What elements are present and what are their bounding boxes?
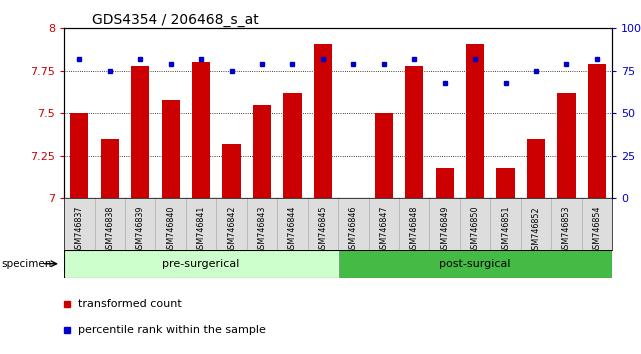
Text: GSM746837: GSM746837: [75, 206, 84, 255]
Bar: [466, 44, 484, 198]
Text: GSM746850: GSM746850: [470, 206, 479, 255]
Text: pre-surgerical: pre-surgerical: [162, 259, 240, 269]
Bar: [101, 139, 119, 198]
Bar: [64, 250, 338, 278]
Bar: [192, 62, 210, 198]
Text: GSM746847: GSM746847: [379, 206, 388, 255]
Text: GSM746840: GSM746840: [166, 206, 175, 254]
Text: GSM746851: GSM746851: [501, 206, 510, 255]
Bar: [222, 144, 240, 198]
Bar: [496, 168, 515, 198]
Text: post-surgical: post-surgical: [439, 259, 511, 269]
Text: GSM746848: GSM746848: [410, 206, 419, 254]
Text: GSM746849: GSM746849: [440, 206, 449, 255]
Bar: [374, 113, 393, 198]
Text: GSM746843: GSM746843: [258, 206, 267, 254]
Bar: [162, 100, 179, 198]
Text: GSM746841: GSM746841: [197, 206, 206, 254]
Text: GSM746852: GSM746852: [531, 206, 540, 255]
Text: transformed count: transformed count: [78, 298, 181, 309]
Bar: [338, 250, 612, 278]
Bar: [436, 168, 454, 198]
Text: GSM746839: GSM746839: [136, 206, 145, 255]
Bar: [253, 105, 271, 198]
Text: GSM746854: GSM746854: [592, 206, 601, 255]
Text: GSM746844: GSM746844: [288, 206, 297, 254]
Bar: [71, 113, 88, 198]
Bar: [405, 66, 423, 198]
Bar: [131, 66, 149, 198]
Bar: [588, 64, 606, 198]
Text: specimen: specimen: [1, 259, 52, 269]
Bar: [527, 139, 545, 198]
Bar: [283, 93, 301, 198]
Text: GSM746846: GSM746846: [349, 206, 358, 254]
Text: GSM746845: GSM746845: [319, 206, 328, 255]
Text: GSM746842: GSM746842: [227, 206, 236, 255]
Text: GSM746853: GSM746853: [562, 206, 571, 255]
Text: GDS4354 / 206468_s_at: GDS4354 / 206468_s_at: [92, 13, 258, 27]
Bar: [557, 93, 576, 198]
Bar: [314, 44, 332, 198]
Text: GSM746838: GSM746838: [105, 206, 114, 254]
Text: percentile rank within the sample: percentile rank within the sample: [78, 325, 265, 335]
